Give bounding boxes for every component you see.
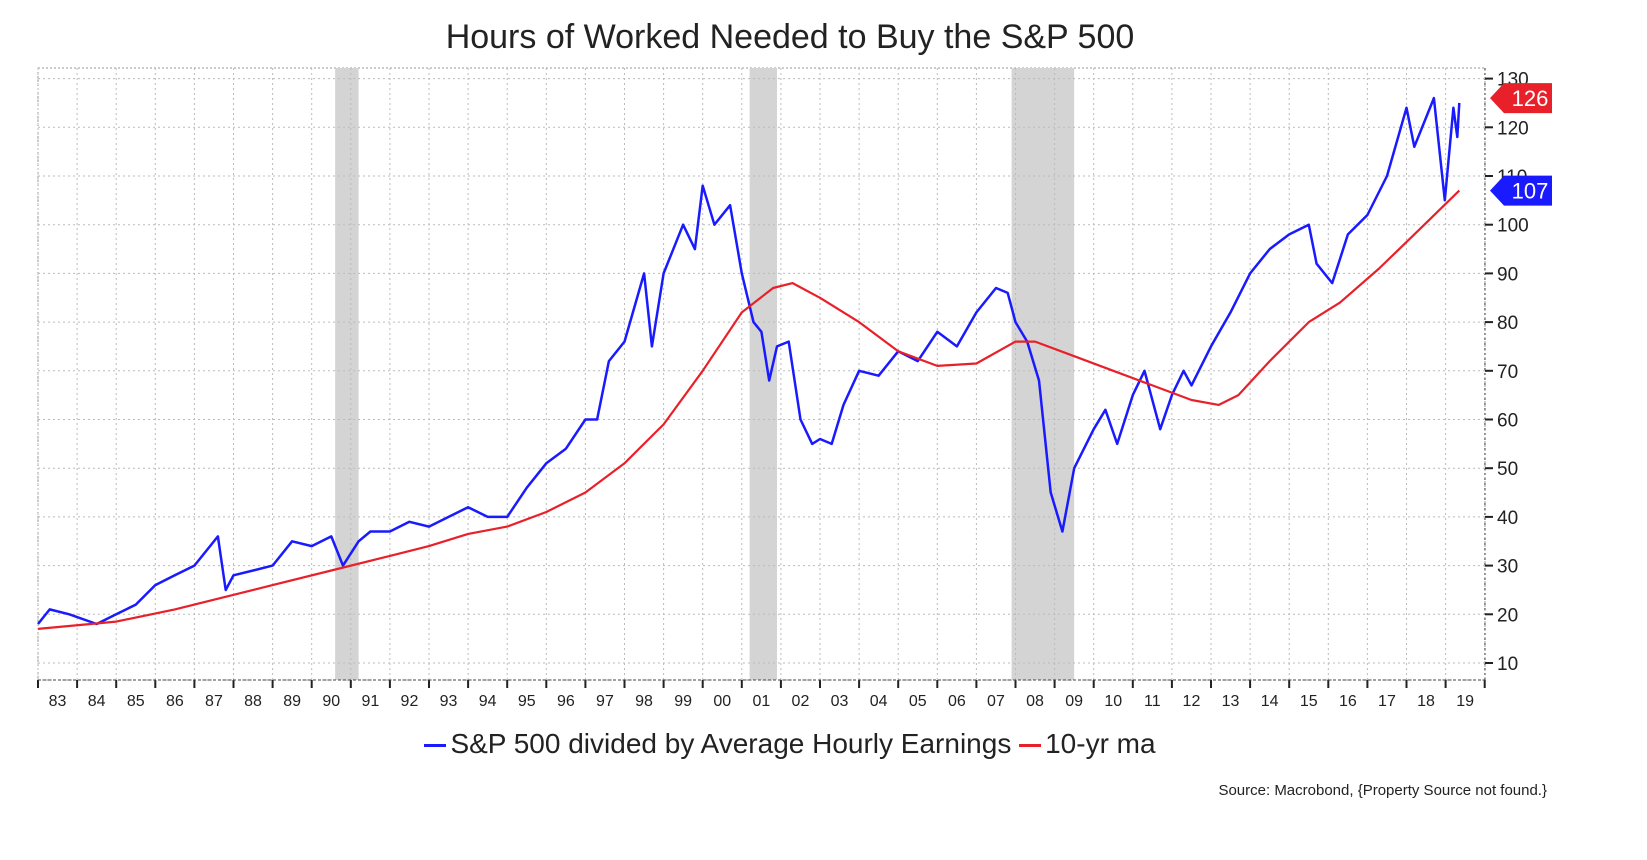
legend-item-ma: 10-yr ma — [1019, 728, 1156, 759]
x-tick-label: 89 — [283, 693, 301, 710]
x-tick-label: 91 — [361, 693, 379, 710]
x-tick-label: 96 — [557, 693, 575, 710]
x-tick-label: 08 — [1026, 693, 1044, 710]
x-tick-label: 19 — [1456, 693, 1474, 710]
y-tick-label: 20 — [1497, 605, 1518, 626]
x-tick-label: 84 — [88, 693, 106, 710]
x-tick-label: 99 — [674, 693, 692, 710]
x-tick-label: 97 — [596, 693, 614, 710]
y-tick-label: 60 — [1497, 411, 1518, 432]
x-tick-label: 14 — [1261, 693, 1279, 710]
series-line-sp500 — [37, 96, 1461, 626]
x-tick-label: 16 — [1339, 693, 1357, 710]
x-tick-label: 98 — [635, 693, 653, 710]
recession-band — [1011, 68, 1075, 680]
y-tick-label: 40 — [1497, 508, 1518, 529]
y-tick-label: 70 — [1497, 362, 1518, 383]
x-tick-label: 90 — [322, 693, 340, 710]
y-tick-label: 30 — [1497, 557, 1518, 578]
x-tick-label: 83 — [49, 693, 67, 710]
x-tick-label: 92 — [401, 693, 419, 710]
y-tick-label: 100 — [1497, 216, 1529, 237]
y-tick-label: 90 — [1497, 264, 1518, 285]
x-tick-label: 95 — [518, 693, 536, 710]
x-tick-label: 01 — [752, 693, 770, 710]
x-tick-label: 02 — [792, 693, 810, 710]
x-tick-label: 88 — [244, 693, 262, 710]
x-tick-label: 04 — [870, 693, 888, 710]
x-tick-label: 03 — [831, 693, 849, 710]
x-tick-label: 12 — [1183, 693, 1201, 710]
x-tick-label: 15 — [1300, 693, 1318, 710]
legend-item-sp500: S&P 500 divided by Average Hourly Earnin… — [424, 728, 1011, 759]
recession-band — [335, 68, 359, 680]
chart-title: Hours of Worked Needed to Buy the S&P 50… — [445, 18, 1135, 56]
x-tick-label: 85 — [127, 693, 145, 710]
x-tick-label: 86 — [166, 693, 184, 710]
source-note: Source: Macrobond, {Property Source not … — [1218, 782, 1547, 799]
x-tick-label: 05 — [909, 693, 927, 710]
x-tick-label: 17 — [1378, 693, 1396, 710]
legend-swatch-blue — [424, 744, 447, 748]
legend: S&P 500 divided by Average Hourly Earnin… — [0, 728, 1580, 760]
legend-swatch-red — [1019, 744, 1042, 748]
recession-band — [749, 68, 777, 680]
x-tick-label: 94 — [479, 693, 497, 710]
last-value-label: 107 — [1512, 179, 1549, 204]
x-tick-label: 06 — [948, 693, 966, 710]
y-tick-label: 10 — [1497, 654, 1518, 675]
x-tick-label: 87 — [205, 693, 223, 710]
last-value-tag — [1490, 83, 1552, 114]
series-line-10yr-ma — [37, 189, 1461, 630]
y-tick-label: 50 — [1497, 459, 1518, 480]
legend-label: S&P 500 divided by Average Hourly Earnin… — [450, 728, 1012, 759]
x-tick-label: 18 — [1417, 693, 1435, 710]
x-tick-label: 00 — [713, 693, 731, 710]
x-tick-label: 11 — [1144, 693, 1161, 710]
x-tick-label: 09 — [1065, 693, 1083, 710]
y-tick-label: 80 — [1497, 313, 1518, 334]
x-tick-label: 07 — [987, 693, 1005, 710]
x-tick-label: 10 — [1104, 693, 1122, 710]
y-tick-label: 120 — [1497, 118, 1529, 139]
last-value-tag — [1490, 175, 1552, 206]
legend-label: 10-yr ma — [1045, 728, 1156, 759]
x-tick-label: 93 — [440, 693, 458, 710]
x-tick-label: 13 — [1222, 693, 1240, 710]
last-value-label: 126 — [1512, 86, 1549, 111]
